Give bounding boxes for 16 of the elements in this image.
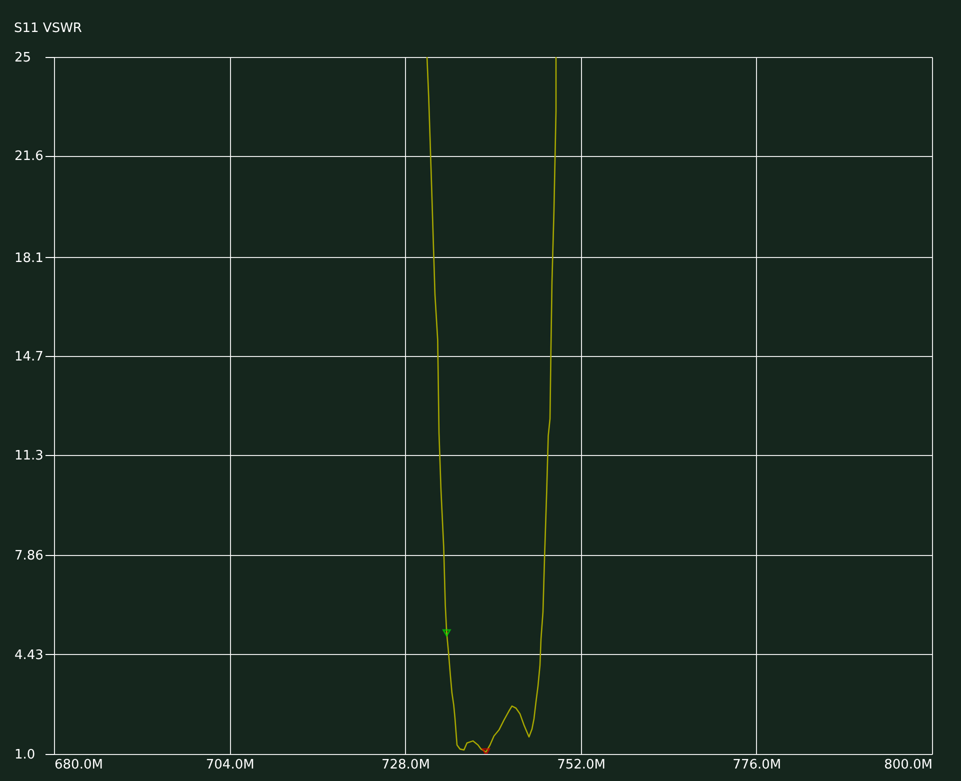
x-tick-label: 704.0M [206, 758, 254, 772]
y-tick-label: 4.43 [14, 648, 44, 663]
x-tick-label: 752.0M [557, 758, 606, 772]
y-tick-label: 1.0 [14, 748, 36, 762]
y-tick-label: 25 [14, 50, 32, 66]
chart-title: S11 VSWR [14, 21, 82, 36]
y-tick-label: 11.3 [14, 448, 44, 464]
x-tick-label: 776.0M [732, 758, 782, 772]
x-tick-label: 728.0M [381, 758, 430, 772]
y-tick-label: 7.86 [14, 548, 44, 564]
y-tick-label: 18.1 [14, 250, 44, 266]
y-tick-label: 14.7 [14, 350, 44, 365]
line-series [426, 57, 557, 753]
x-tick-label: 800.0M [884, 758, 932, 772]
x-tick-label: 680.0M [54, 758, 103, 772]
y-tick-label: 21.6 [14, 149, 44, 164]
